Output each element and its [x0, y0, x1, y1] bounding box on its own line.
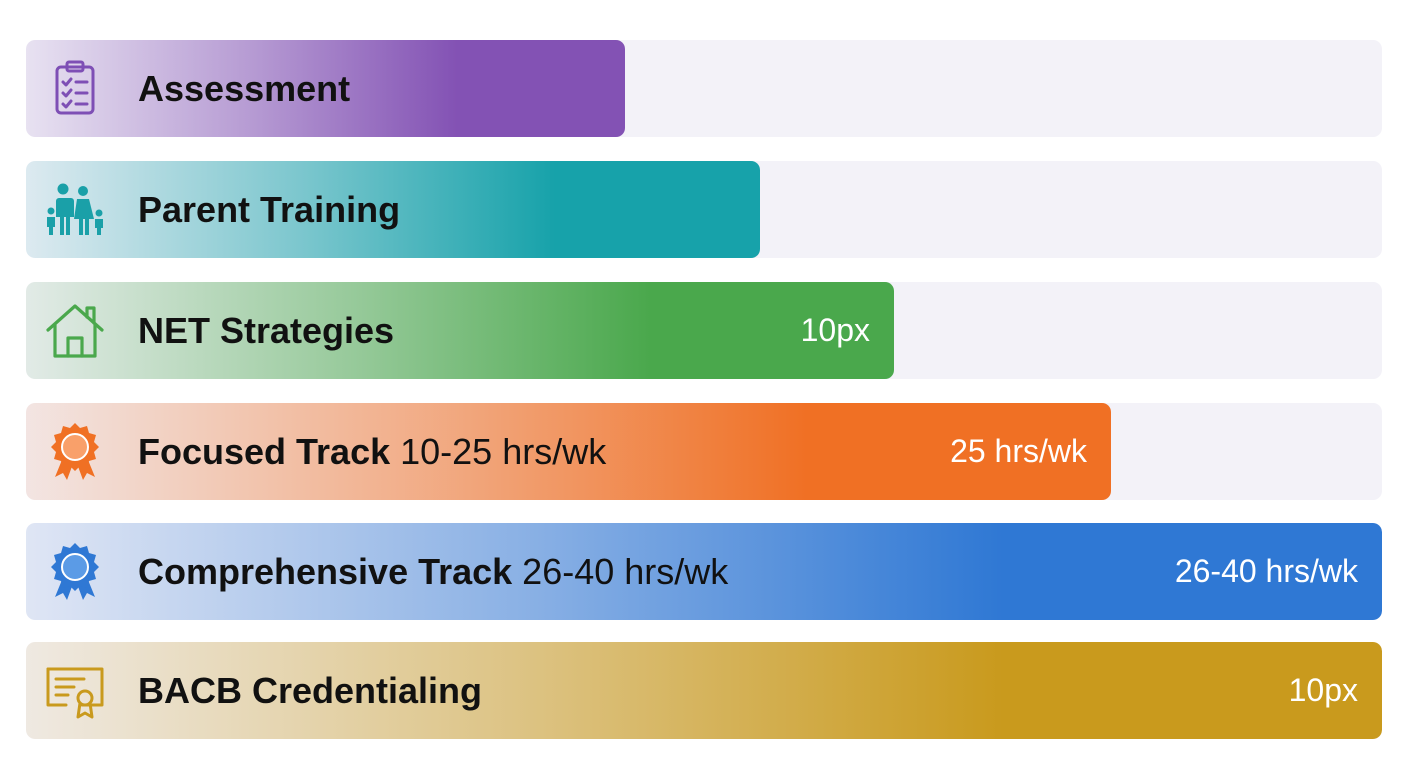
bar-label-parent-training: Parent Training: [138, 161, 400, 258]
bar-value-label-focused-track: 25 hrs/wk: [950, 433, 1087, 469]
bar-row-net-strategies: NET Strategies 10px: [26, 282, 1382, 379]
certificate-icon: [44, 660, 106, 722]
bar-label-bacb-credentialing: BACB Credentialing: [138, 642, 482, 739]
award-ribbon-icon: [44, 541, 106, 603]
bar-label-name: Assessment: [138, 68, 351, 109]
award-ribbon-icon: [44, 421, 106, 483]
bar-row-assessment: Assessment: [26, 40, 1382, 137]
bar-value-label-net-strategies: 10px: [800, 312, 870, 348]
house-icon: [44, 300, 106, 362]
bar-label-net-strategies: NET Strategies: [138, 282, 394, 379]
bar-assessment: [26, 40, 625, 137]
bar-label-comprehensive-track: Comprehensive Track 26-40 hrs/wk: [138, 523, 728, 620]
bar-label-name: BACB Credentialing: [138, 670, 483, 711]
bar-label-assessment: Assessment: [138, 40, 350, 137]
family-icon: [44, 179, 106, 241]
bar-value-label-comprehensive-track: 26-40 hrs/wk: [1174, 553, 1358, 589]
bar-label-name: Focused Track: [138, 431, 391, 472]
bar-label-range: 10-25 hrs/wk: [390, 431, 607, 472]
bar-label-name: NET Strategies: [138, 310, 395, 351]
bar-row-focused-track: Focused Track 10-25 hrs/wk 25 hrs/wk: [26, 403, 1382, 500]
bar-focused-track: [26, 403, 1111, 500]
bar-net-strategies: [26, 282, 894, 379]
bar-bacb-credentialing: [26, 642, 1382, 739]
bar-chart: Assessment Parent Training: [26, 40, 1382, 740]
bar-row-bacb-credentialing: BACB Credentialing 10px: [26, 642, 1382, 739]
bar-comprehensive-track: [26, 523, 1382, 620]
bar-label-name: Parent Training: [138, 189, 401, 230]
bar-value-label-bacb-credentialing: 10px: [1288, 672, 1358, 708]
clipboard-icon: [44, 58, 106, 120]
bar-label-range: 26-40 hrs/wk: [512, 551, 729, 592]
bar-parent-training: [26, 161, 760, 258]
bar-row-comprehensive-track: Comprehensive Track 26-40 hrs/wk 26-40 h…: [26, 523, 1382, 620]
bar-label-focused-track: Focused Track 10-25 hrs/wk: [138, 403, 606, 500]
bar-label-name: Comprehensive Track: [138, 551, 513, 592]
bar-row-parent-training: Parent Training: [26, 161, 1382, 258]
